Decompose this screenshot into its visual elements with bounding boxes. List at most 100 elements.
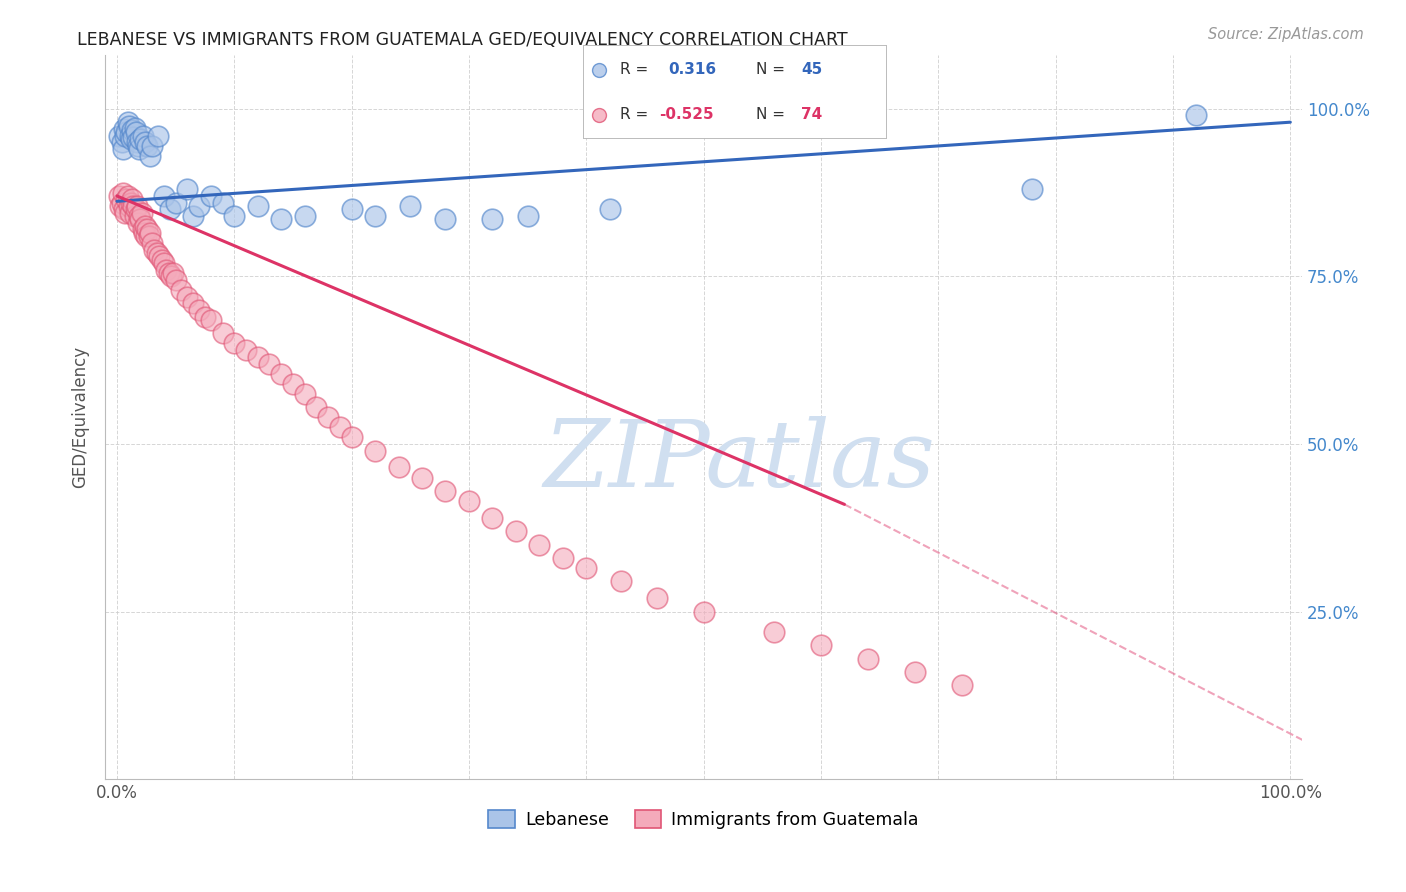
Point: [121, 192, 143, 206]
Text: LEBANESE VS IMMIGRANTS FROM GUATEMALA GED/EQUIVALENCY CORRELATION CHART: LEBANESE VS IMMIGRANTS FROM GUATEMALA GE…: [77, 31, 848, 49]
Point: [856, 651, 879, 665]
Point: [124, 120, 146, 135]
Point: [316, 410, 339, 425]
Point: [481, 212, 503, 227]
Point: [529, 538, 551, 552]
Point: [127, 216, 149, 230]
Point: [281, 376, 304, 391]
Point: [143, 243, 166, 257]
Point: [117, 189, 139, 203]
Point: [810, 638, 832, 652]
Point: [170, 283, 193, 297]
Point: [763, 624, 786, 639]
Point: [399, 199, 422, 213]
Point: [128, 142, 150, 156]
Point: [294, 386, 316, 401]
Point: [134, 219, 156, 233]
Point: [139, 149, 162, 163]
Point: [294, 209, 316, 223]
Point: [148, 249, 170, 263]
Point: [139, 226, 162, 240]
Point: [118, 205, 141, 219]
Point: [125, 136, 148, 150]
Point: [246, 199, 269, 213]
Point: [340, 202, 363, 217]
Text: R =: R =: [620, 107, 648, 122]
Point: [146, 128, 169, 143]
Point: [259, 357, 281, 371]
Point: [645, 591, 668, 606]
Point: [132, 226, 155, 240]
Point: [176, 289, 198, 303]
Point: [200, 313, 222, 327]
Text: -0.525: -0.525: [659, 107, 714, 122]
Point: [329, 420, 352, 434]
Point: [127, 138, 149, 153]
Text: Source: ZipAtlas.com: Source: ZipAtlas.com: [1208, 27, 1364, 42]
Point: [136, 138, 159, 153]
Point: [188, 199, 211, 213]
Point: [481, 510, 503, 524]
Point: [165, 273, 187, 287]
Point: [115, 125, 138, 139]
Point: [162, 266, 184, 280]
Point: [588, 62, 610, 77]
Point: [111, 195, 134, 210]
Point: [111, 142, 134, 156]
Point: [118, 199, 141, 213]
Point: [122, 199, 145, 213]
Point: [411, 470, 433, 484]
Point: [387, 460, 409, 475]
Point: [125, 202, 148, 217]
Point: [434, 483, 457, 498]
Point: [111, 136, 134, 150]
Point: [114, 205, 136, 219]
Point: [129, 132, 152, 146]
Point: [131, 205, 153, 219]
Point: [176, 182, 198, 196]
Point: [211, 195, 233, 210]
Text: 74: 74: [801, 107, 823, 122]
Point: [121, 123, 143, 137]
Point: [125, 199, 148, 213]
Point: [141, 138, 163, 153]
Point: [160, 269, 183, 284]
Point: [434, 212, 457, 227]
Point: [122, 130, 145, 145]
Text: 0.316: 0.316: [668, 62, 716, 78]
Point: [364, 209, 387, 223]
Point: [120, 132, 142, 146]
Point: [155, 262, 177, 277]
Point: [120, 195, 142, 210]
Point: [141, 235, 163, 250]
Point: [950, 678, 973, 692]
Point: [132, 222, 155, 236]
Point: [138, 229, 160, 244]
Point: [128, 209, 150, 223]
Point: [125, 125, 148, 139]
Point: [111, 186, 134, 200]
Point: [610, 574, 633, 589]
Point: [146, 246, 169, 260]
Text: 45: 45: [801, 62, 823, 78]
Point: [134, 136, 156, 150]
Point: [165, 195, 187, 210]
Point: [194, 310, 217, 324]
Point: [588, 108, 610, 122]
Point: [136, 222, 159, 236]
Text: N =: N =: [756, 107, 785, 122]
Point: [599, 202, 621, 217]
Point: [112, 202, 135, 217]
Point: [1185, 108, 1208, 122]
Point: [1021, 182, 1043, 196]
Point: [108, 128, 131, 143]
Legend: Lebanese, Immigrants from Guatemala: Lebanese, Immigrants from Guatemala: [481, 803, 925, 836]
Point: [124, 209, 146, 223]
Point: [224, 336, 246, 351]
Point: [270, 367, 292, 381]
Point: [117, 115, 139, 129]
Point: [516, 209, 538, 223]
Point: [150, 252, 173, 267]
Point: [200, 189, 222, 203]
Point: [224, 209, 246, 223]
